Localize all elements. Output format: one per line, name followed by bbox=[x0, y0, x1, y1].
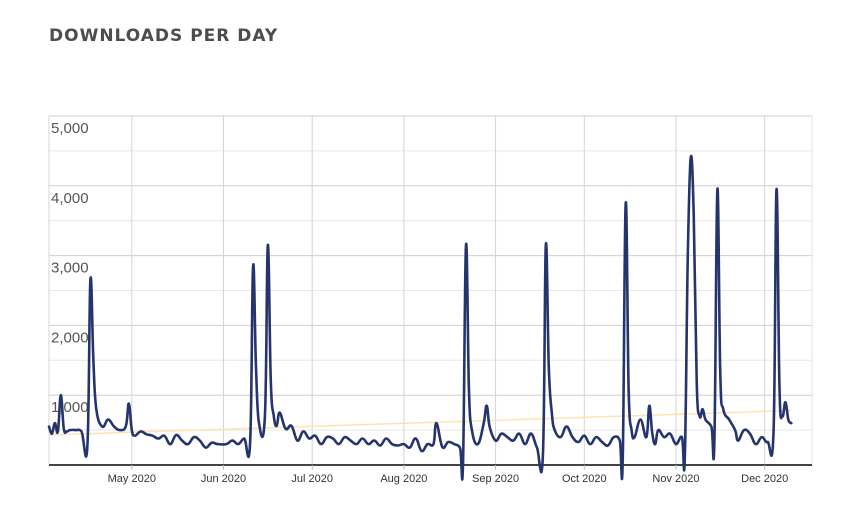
series-line bbox=[47, 154, 793, 481]
y-tick-label: 5,000 bbox=[51, 120, 89, 137]
x-tick-label: Dec 2020 bbox=[741, 473, 788, 485]
x-tick-label: Oct 2020 bbox=[562, 473, 607, 485]
x-tick-label: Jun 2020 bbox=[201, 473, 246, 485]
trend-line bbox=[48, 409, 792, 436]
chart-title: DOWNLOADS PER DAY bbox=[49, 26, 279, 46]
y-tick-label: 3,000 bbox=[51, 260, 89, 277]
grid-lines bbox=[48, 115, 813, 465]
x-tick-label: Jul 2020 bbox=[291, 473, 333, 485]
y-tick-label: 2,000 bbox=[51, 329, 89, 346]
y-tick-label: 4,000 bbox=[51, 190, 89, 207]
x-tick-label: Sep 2020 bbox=[472, 473, 519, 485]
x-axis-tick-labels: May 2020 Jun 2020 Jul 2020 Aug 2020 Sep 2020… bbox=[108, 465, 788, 485]
y-tick-label: 1,000 bbox=[51, 399, 89, 416]
y-axis-tick-labels: 1,000 2,000 3,000 4,000 5,000 bbox=[51, 120, 89, 416]
x-tick-label: Nov 2020 bbox=[652, 473, 699, 485]
x-tick-label: Aug 2020 bbox=[380, 473, 427, 485]
series-group bbox=[47, 154, 793, 481]
x-tick-label: May 2020 bbox=[108, 473, 156, 485]
